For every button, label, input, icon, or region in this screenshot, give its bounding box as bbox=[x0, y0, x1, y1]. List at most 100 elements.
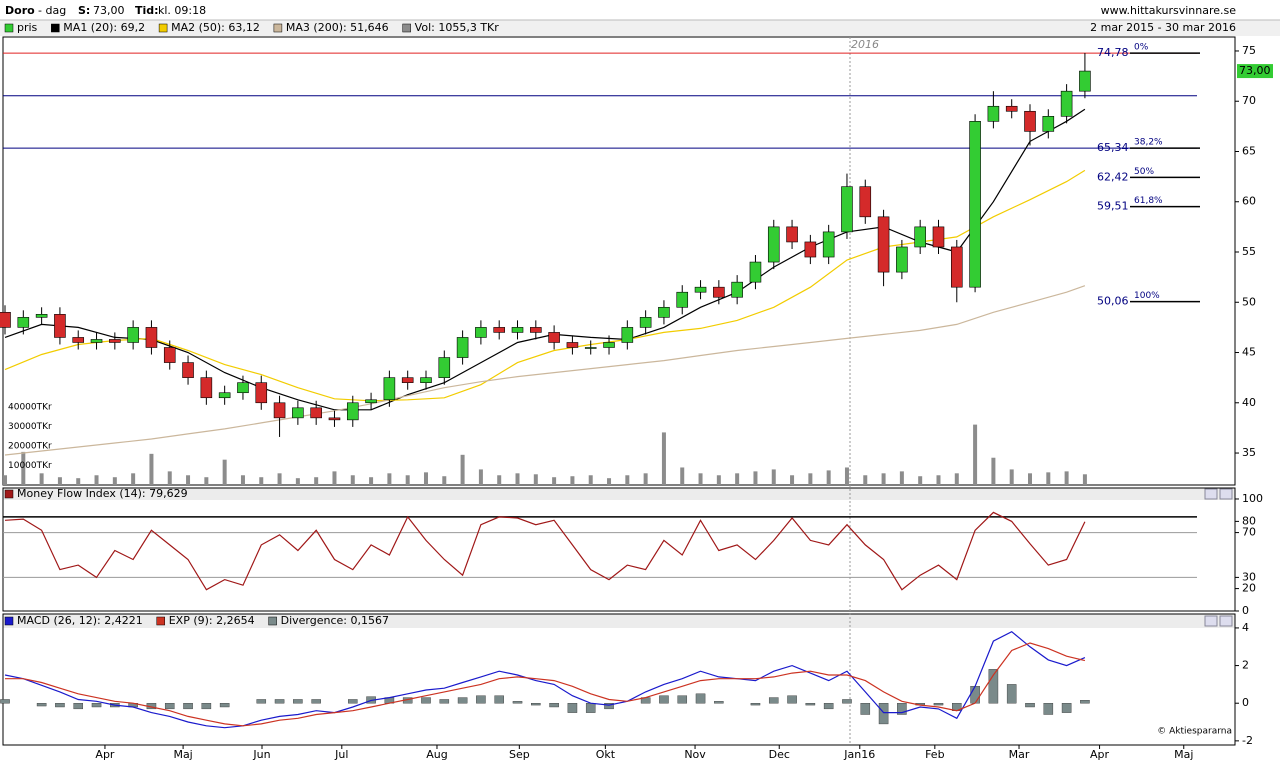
histogram-bar bbox=[183, 703, 193, 710]
x-tick-label: Maj bbox=[1174, 748, 1193, 761]
candle-body bbox=[530, 327, 542, 333]
volume-bar bbox=[753, 471, 758, 485]
volume-bar bbox=[387, 473, 392, 485]
mfi-panel bbox=[2, 487, 1236, 612]
tool-icon[interactable] bbox=[1204, 488, 1218, 500]
histogram-bar bbox=[494, 695, 504, 704]
histogram-bar bbox=[750, 703, 761, 706]
legend-swatch bbox=[273, 23, 283, 33]
candle-body bbox=[182, 362, 194, 378]
y-tick-label: 60 bbox=[1242, 195, 1256, 208]
indicator-line bbox=[4, 511, 1086, 591]
x-tick-label: Okt bbox=[596, 748, 616, 761]
tid-value: kl. 09:18 bbox=[158, 4, 206, 17]
y-tick-label: 20 bbox=[1242, 582, 1256, 595]
histogram-bar bbox=[714, 701, 724, 704]
volume-bar bbox=[515, 473, 520, 485]
tool-icon[interactable] bbox=[1204, 615, 1218, 627]
x-tick-label: Nov bbox=[684, 748, 706, 761]
candle-body bbox=[950, 246, 963, 288]
candle-body bbox=[932, 226, 945, 248]
last-price-box bbox=[1237, 64, 1273, 79]
x-tick-label: Mar bbox=[1009, 748, 1030, 761]
candle-body bbox=[896, 246, 908, 273]
candle-body bbox=[493, 327, 505, 333]
volume-bar bbox=[790, 475, 795, 485]
histogram-bar bbox=[73, 703, 84, 710]
histogram-bar bbox=[55, 703, 65, 708]
volume-bar bbox=[295, 478, 300, 485]
x-tick-label: Apr bbox=[95, 748, 115, 761]
volume-bar bbox=[863, 475, 868, 485]
legend-label: Divergence: 0,1567 bbox=[281, 614, 389, 627]
histogram-bar bbox=[878, 703, 889, 725]
volume-bar bbox=[277, 473, 282, 485]
footer: © Aktiespararna bbox=[1157, 727, 1232, 737]
legend-swatch bbox=[4, 489, 14, 499]
histogram-bar bbox=[567, 703, 578, 713]
volume-bar bbox=[533, 474, 538, 485]
volume-bar bbox=[844, 467, 849, 485]
volume-tick-label: 30000TKr bbox=[8, 422, 52, 432]
candle-body bbox=[584, 347, 597, 349]
volume-bar bbox=[936, 475, 941, 485]
y-tick-label: 65 bbox=[1242, 144, 1256, 157]
y-tick-label: 0 bbox=[1242, 604, 1249, 617]
candle-body bbox=[987, 105, 1000, 122]
candle-body bbox=[1024, 110, 1036, 132]
fib-pct: 50% bbox=[1134, 167, 1154, 177]
candle-body bbox=[218, 392, 231, 399]
x-tick-label: Jul bbox=[334, 748, 348, 761]
s-value: 73,00 bbox=[93, 4, 125, 17]
price-panel bbox=[2, 36, 1236, 486]
candle-body bbox=[511, 327, 524, 333]
y-tick-label: 35 bbox=[1242, 446, 1256, 459]
y-tick-label: -2 bbox=[1242, 734, 1253, 747]
candle-body bbox=[658, 306, 670, 318]
histogram-bar bbox=[476, 695, 486, 704]
candle-body bbox=[767, 226, 780, 263]
candle-body bbox=[109, 339, 121, 343]
indicator-line bbox=[4, 630, 1086, 729]
volume-bar bbox=[240, 475, 245, 485]
volume-bar bbox=[1064, 471, 1069, 485]
candle-body bbox=[72, 337, 85, 343]
close-icon[interactable] bbox=[1219, 615, 1233, 627]
volume-bar bbox=[478, 469, 483, 485]
fib-pct: 100% bbox=[1134, 291, 1160, 301]
legend-swatch bbox=[268, 616, 277, 626]
legend-swatch bbox=[402, 23, 411, 33]
year-label: 2016 bbox=[851, 38, 879, 51]
volume-bar bbox=[588, 475, 593, 485]
candle-body bbox=[438, 357, 451, 378]
candle-body bbox=[383, 377, 396, 401]
macd-panel bbox=[2, 613, 1236, 746]
candle-body bbox=[237, 382, 249, 394]
histogram-bar bbox=[585, 703, 596, 713]
y-tick-label: 2 bbox=[1242, 659, 1249, 672]
close-icon[interactable] bbox=[1219, 488, 1233, 500]
legend-swatch bbox=[4, 616, 14, 626]
period: - dag bbox=[38, 4, 66, 17]
histogram-bar bbox=[695, 693, 706, 704]
volume-bar bbox=[826, 470, 831, 485]
candle-body bbox=[200, 377, 213, 399]
last-price-label: 73,00 bbox=[1239, 64, 1271, 77]
histogram-bar bbox=[897, 703, 907, 715]
volume-bar bbox=[1046, 472, 1051, 485]
y-tick-label: 4 bbox=[1242, 621, 1249, 634]
moving-average bbox=[4, 285, 1086, 456]
fib-value: 59,51 bbox=[1097, 200, 1129, 213]
volume-tick-label: 10000TKr bbox=[8, 461, 52, 471]
histogram-bar bbox=[787, 695, 797, 704]
histogram-bar bbox=[1025, 703, 1035, 708]
volume-tick-label: 40000TKr bbox=[8, 403, 52, 413]
candle-body bbox=[676, 291, 689, 308]
legend-label: MA3 (200): 51,646 bbox=[286, 21, 389, 34]
volume-bar bbox=[423, 472, 428, 485]
candle-body bbox=[475, 327, 487, 338]
candle-body bbox=[328, 417, 341, 421]
candle-body bbox=[841, 186, 853, 233]
candle-body bbox=[804, 241, 817, 258]
